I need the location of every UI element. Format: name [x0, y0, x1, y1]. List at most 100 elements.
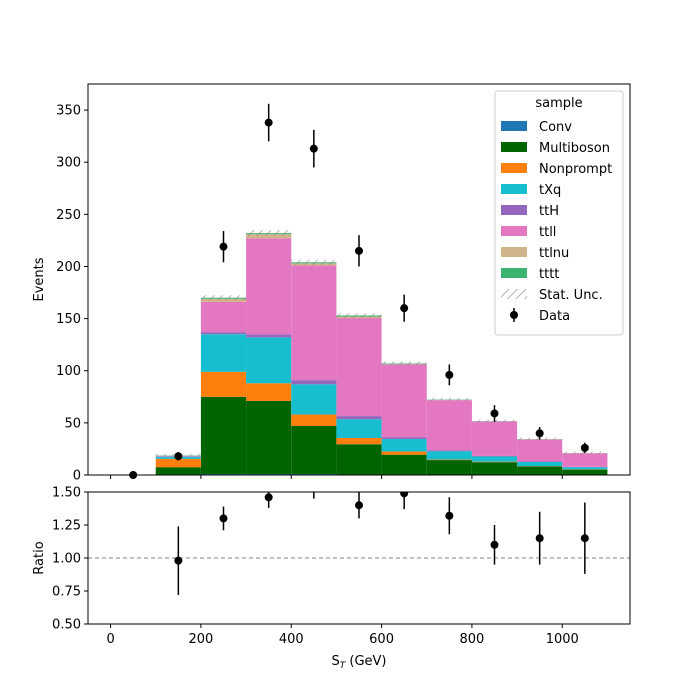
ratio-point [400, 492, 409, 498]
legend-label: Conv [539, 120, 572, 135]
legend-label: Stat. Unc. [539, 288, 603, 303]
legend-label: Data [539, 309, 570, 324]
bar-multiboson [200, 396, 247, 474]
bar-txq [336, 419, 382, 438]
legend-label: tttt [539, 267, 559, 282]
legend-label: ttH [539, 204, 559, 219]
bar-nonprompt [471, 461, 518, 463]
bar-ttlnu [246, 234, 292, 239]
bar-conv [291, 473, 337, 475]
bar-nonprompt [155, 458, 201, 468]
ratio-point [174, 556, 183, 565]
bar-multiboson [562, 469, 608, 475]
y-tick-label: 0.75 [52, 585, 81, 600]
data-point [309, 144, 318, 153]
bar-conv [246, 473, 292, 475]
ratio-points [174, 492, 589, 595]
bar-tth [336, 416, 382, 420]
y-tick-label: 50 [64, 416, 81, 431]
bar-ttll [517, 439, 563, 462]
bar-nonprompt [336, 437, 382, 445]
legend-title: sample [535, 96, 582, 111]
bar-ttll [200, 301, 247, 333]
x-tick-label: 400 [279, 632, 304, 647]
bar-multiboson [155, 467, 201, 475]
bar-ttll [471, 421, 518, 456]
bar-multiboson [291, 425, 337, 474]
y-tick-label: 0.50 [52, 618, 81, 633]
legend: sample Conv Multiboson Nonprompt tXq ttH ttll t… [494, 90, 624, 336]
legend-item-tttt: tttt [501, 267, 559, 282]
y-tick-label: 1.25 [52, 519, 81, 534]
y-tick-label: 200 [56, 260, 81, 275]
legend-swatch [501, 142, 527, 152]
bar-tth [426, 450, 472, 452]
legend-label: Multiboson [539, 141, 610, 156]
data-point [535, 429, 544, 438]
bar-multiboson [381, 454, 427, 475]
legend-swatch [501, 184, 527, 194]
bar-txq [562, 467, 608, 470]
main-y-ticks: 0 50 100 150 200 250 300 350 [56, 104, 88, 484]
data-point [264, 118, 273, 127]
stat-unc-bin [291, 259, 337, 265]
legend-item-data: Data [510, 308, 570, 324]
y-tick-label: 250 [56, 208, 81, 223]
bar-txq [471, 456, 518, 462]
legend-item-multiboson: Multiboson [501, 141, 610, 156]
bar-txq [246, 337, 292, 384]
bar-tth [381, 437, 427, 440]
y-tick-label: 1.50 [52, 486, 81, 501]
legend-item-stat-unc: Stat. Unc. [501, 288, 603, 303]
data-point [219, 242, 228, 251]
x-axis-label-base: S [331, 654, 339, 669]
bar-txq [426, 451, 472, 460]
data-point [400, 304, 409, 313]
legend-swatch [501, 205, 527, 215]
stat-unc-bin [246, 230, 292, 236]
series-multiboson [155, 396, 608, 475]
legend-label: tXq [539, 183, 561, 198]
legend-label: Nonprompt [539, 162, 612, 177]
bar-tth [291, 380, 337, 385]
main-x-ticks [110, 475, 563, 479]
legend-swatch [501, 121, 527, 131]
bar-txq [291, 384, 337, 415]
bar-nonprompt [200, 371, 247, 397]
ratio-point [580, 534, 589, 543]
legend-item-txq: tXq [501, 183, 561, 198]
legend-data-marker [510, 311, 518, 319]
y-tick-label: 350 [56, 104, 81, 119]
bar-txq [517, 461, 563, 467]
ratio-x-ticks: 0 200 400 600 800 1000 [106, 624, 579, 647]
bar-multiboson [246, 400, 292, 474]
bar-conv [200, 473, 247, 475]
stat-unc-bin [200, 295, 247, 301]
x-tick-label: 600 [369, 632, 394, 647]
main-axes-frame [87, 83, 631, 476]
main-y-axis-label: Events [32, 257, 47, 301]
legend-label: ttlnu [539, 246, 569, 261]
series-tth [155, 332, 608, 468]
ratio-y-ticks: 0.50 0.75 1.00 1.25 1.50 [52, 486, 88, 633]
bar-nonprompt [381, 451, 427, 455]
ratio-point [490, 540, 499, 549]
y-tick-label: 0 [73, 469, 81, 484]
series-ttll [155, 238, 608, 467]
data-points [129, 103, 589, 479]
bar-nonprompt [291, 414, 337, 426]
bar-ttll [336, 318, 382, 417]
bar-multiboson [517, 466, 563, 475]
main-panel: 0 50 100 150 200 250 300 350 Events [32, 83, 631, 484]
bar-ttlnu [200, 298, 247, 302]
legend-swatch-hatch [501, 289, 527, 299]
bar-txq [381, 439, 427, 452]
x-tick-label: 0 [106, 632, 114, 647]
ratio-point [264, 493, 273, 502]
data-point [580, 443, 589, 452]
y-tick-label: 1.00 [52, 552, 81, 567]
ratio-point [355, 501, 363, 510]
legend-swatch [501, 247, 527, 257]
legend-item-ttlnu: ttlnu [501, 246, 569, 261]
